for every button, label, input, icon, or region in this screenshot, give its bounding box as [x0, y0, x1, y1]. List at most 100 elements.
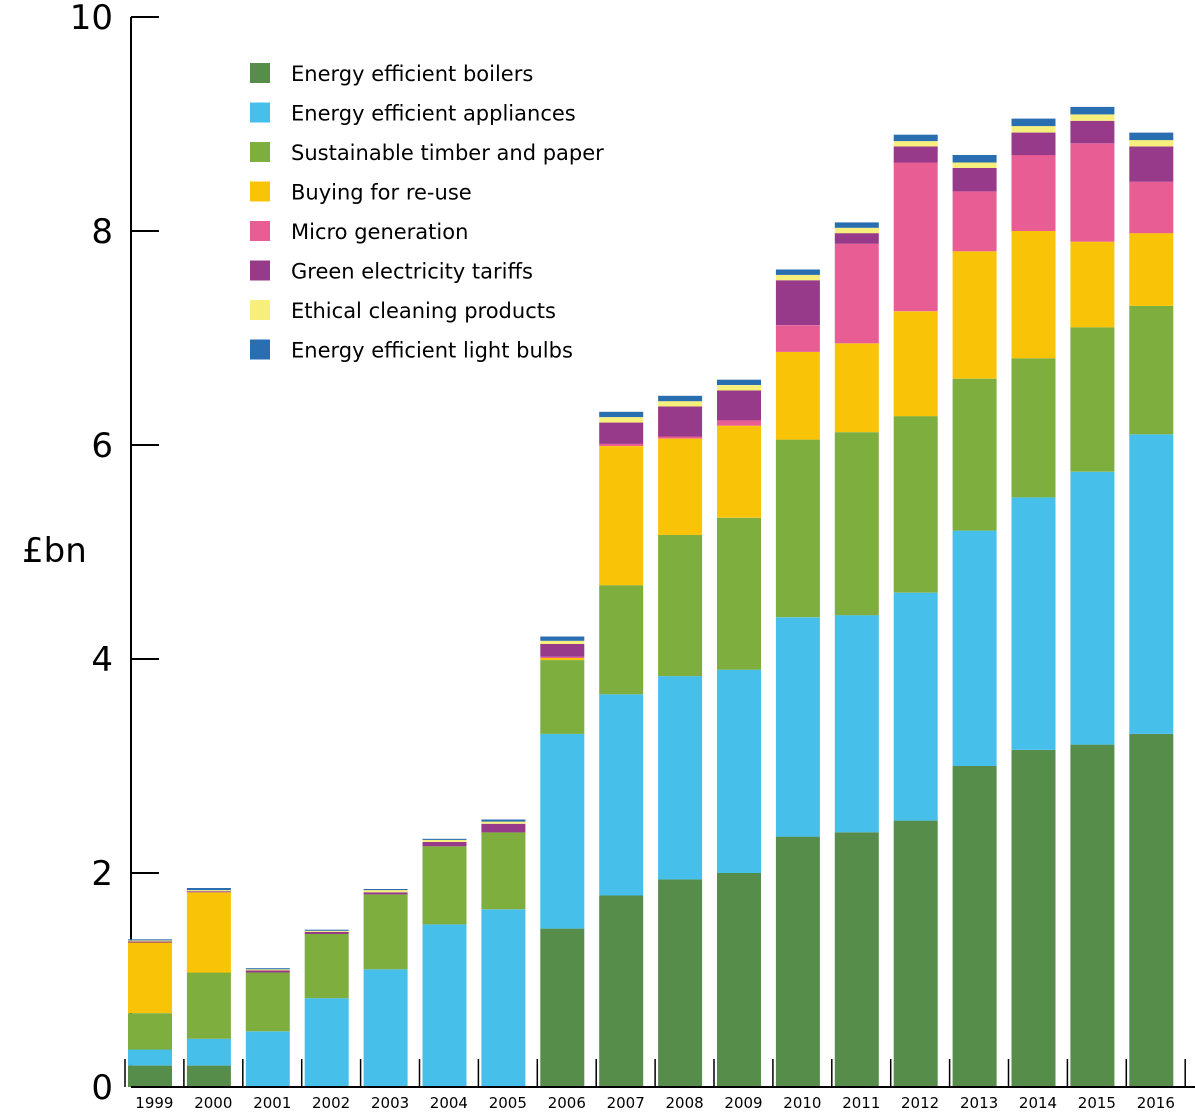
bar-segment: [304, 931, 349, 934]
bar-segment: [540, 640, 585, 644]
bar-stack-2005: [481, 819, 526, 1087]
legend-swatch: [250, 63, 270, 83]
x-tick-label: 2010: [783, 1094, 821, 1112]
bar-segment: [1070, 143, 1115, 242]
bar-segment: [658, 395, 703, 402]
legend-label: Green electricity tariffs: [291, 260, 533, 284]
bar-segment: [599, 446, 644, 586]
bar-segment: [481, 823, 526, 833]
x-tick-label: 2008: [666, 1094, 704, 1112]
bar-segment: [128, 942, 172, 1014]
bar-segment: [1129, 733, 1174, 1087]
bar-segment: [952, 167, 997, 192]
legend-label: Sustainable timber and paper: [291, 141, 604, 165]
legend-item: Energy efficient light bulbs: [250, 339, 573, 363]
bar-segment: [245, 972, 290, 1032]
y-tick-label: 4: [91, 640, 113, 680]
bar-segment: [1011, 118, 1056, 127]
bar-segment: [893, 141, 938, 147]
bar-segment: [422, 924, 467, 1087]
bar-segment: [1011, 750, 1056, 1087]
bar-segment: [540, 636, 585, 641]
bar-segment: [658, 534, 703, 677]
x-tick-label: 2013: [960, 1094, 998, 1112]
y-tick-label: 6: [91, 426, 113, 466]
bar-segment: [658, 676, 703, 880]
bar-segment: [834, 343, 879, 433]
bar-segment: [540, 928, 585, 1087]
bar-segment: [717, 425, 761, 518]
bar-segment: [775, 274, 820, 281]
bar-segment: [245, 970, 290, 973]
bar-segment: [1011, 155, 1056, 231]
bar-stack-2000: [186, 888, 231, 1087]
legend-label: Ethical cleaning products: [291, 299, 556, 323]
bar-segment: [717, 873, 761, 1087]
bar-stack-2014: [1011, 118, 1056, 1087]
bar-segment: [599, 417, 644, 423]
bar-segment: [422, 842, 467, 847]
bar-segment: [1129, 233, 1174, 306]
bar-segment: [540, 644, 585, 657]
bar-segment: [1070, 471, 1115, 745]
bar-segment: [1129, 132, 1174, 141]
bar-segment: [245, 1031, 290, 1087]
bar-segment: [186, 1038, 231, 1066]
bar-segment: [658, 438, 703, 535]
y-axis: 0 2 4 6 8 10: [70, 0, 159, 1108]
bar-segment: [1129, 181, 1174, 234]
bar-segment: [893, 311, 938, 417]
legend-item: Micro generation: [250, 220, 468, 244]
bar-segment: [540, 660, 585, 734]
bar-segment: [304, 934, 349, 999]
legend-swatch: [250, 181, 270, 202]
bar-segment: [186, 890, 231, 892]
x-tick-label: 2000: [194, 1094, 232, 1112]
bar-stack-2009: [717, 379, 761, 1087]
bar-stack-2003: [363, 889, 408, 1087]
y-tick-label: 8: [91, 212, 113, 252]
legend-item: Green electricity tariffs: [250, 260, 533, 284]
bar-stack-2015: [1070, 106, 1115, 1087]
x-tick-label: 2014: [1019, 1094, 1057, 1112]
bar-segment: [1011, 132, 1056, 156]
bar-segment: [658, 401, 703, 407]
legend-swatch: [250, 300, 270, 320]
bar-segment: [893, 592, 938, 821]
bar-segment: [658, 406, 703, 437]
bar-segment: [1011, 126, 1056, 133]
bar-segment: [1070, 120, 1115, 144]
legend-item: Energy efficient boilers: [250, 62, 533, 86]
bar-segment: [893, 134, 938, 142]
x-tick-label: 2012: [901, 1094, 939, 1112]
x-tick-label: 2016: [1137, 1094, 1175, 1112]
legend-item: Ethical cleaning products: [250, 299, 556, 323]
bar-segment: [952, 162, 997, 168]
bar-segment: [893, 146, 938, 163]
bar-segment: [1129, 434, 1174, 734]
bar-segment: [834, 222, 879, 228]
bar-segment: [1129, 140, 1174, 147]
bar-segment: [599, 585, 644, 695]
bar-segment: [304, 930, 349, 932]
bar-segment: [363, 894, 408, 970]
bar-segment: [245, 968, 290, 970]
bar-segment: [893, 416, 938, 593]
bar-segment: [1070, 114, 1115, 121]
legend: Energy efficient boilers Energy efficient…: [250, 62, 604, 363]
legend-label: Energy efficient boilers: [291, 62, 533, 86]
bar-segment: [952, 530, 997, 766]
bar-segment: [775, 325, 820, 352]
bar-segment: [128, 941, 172, 943]
y-tick-label: 2: [91, 854, 113, 894]
bar-segment: [775, 269, 820, 275]
x-axis: 1999 2000 2001 2002 2003 2004 2005 2006 2007 2008…: [124, 1059, 1195, 1112]
bar-segment: [128, 1065, 172, 1087]
bar-segment: [834, 243, 879, 344]
bar-stack-2013: [952, 155, 997, 1087]
bar-stack-2008: [658, 395, 703, 1087]
bar-segment: [363, 969, 408, 1087]
bar-segment: [245, 969, 290, 971]
bar-segment: [186, 972, 231, 1039]
